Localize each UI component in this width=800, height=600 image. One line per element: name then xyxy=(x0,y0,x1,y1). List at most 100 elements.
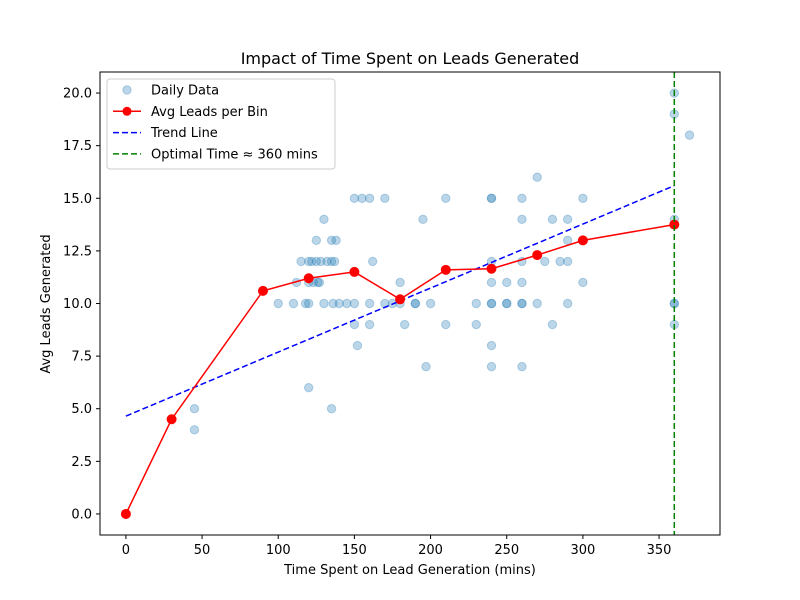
scatter-point xyxy=(562,256,573,267)
scatter-point xyxy=(471,298,481,309)
legend-swatch-scatter xyxy=(122,85,132,95)
avg-leads-marker xyxy=(440,264,451,275)
scatter-point xyxy=(380,193,390,203)
scatter-point xyxy=(329,256,340,267)
scatter-point xyxy=(316,256,326,267)
scatter-point xyxy=(441,319,451,330)
plot-area xyxy=(120,72,695,535)
scatter-point xyxy=(300,298,311,309)
scatter-point xyxy=(486,298,497,309)
scatter-point xyxy=(303,298,314,309)
scatter-point xyxy=(357,193,367,203)
scatter-point xyxy=(517,298,527,309)
legend-entry: Optimal Time ≈ 360 mins xyxy=(113,147,318,162)
scatter-point xyxy=(486,361,497,372)
scatter-point xyxy=(303,382,314,393)
legend-swatch-marker xyxy=(122,106,132,116)
scatter-point xyxy=(189,425,200,435)
scatter-point xyxy=(517,214,527,225)
scatter-point xyxy=(486,193,497,203)
y-tick-label: 15.0 xyxy=(63,192,92,207)
scatter-point xyxy=(517,361,527,372)
scatter-point xyxy=(322,256,332,267)
scatter-point xyxy=(349,193,360,203)
scatter-point xyxy=(486,277,497,288)
scatter-point xyxy=(578,193,588,203)
x-axis-label: Time Spent on Lead Generation (mins) xyxy=(283,563,536,578)
avg-leads-marker xyxy=(577,235,588,246)
scatter-point xyxy=(471,319,481,330)
legend-label: Trend Line xyxy=(150,126,218,141)
scatter-point xyxy=(328,298,338,309)
y-tick-label: 12.5 xyxy=(63,244,92,259)
avg-leads-line xyxy=(125,223,675,515)
x-tick-label: 50 xyxy=(194,543,211,558)
scatter-point xyxy=(326,235,337,246)
scatter-point xyxy=(364,193,375,203)
x-tick-label: 150 xyxy=(342,543,367,558)
scatter-point xyxy=(311,235,322,246)
scatter-point xyxy=(303,256,314,267)
scatter-point xyxy=(342,298,352,309)
chart-title: Impact of Time Spent on Leads Generated xyxy=(241,49,580,68)
scatter-point xyxy=(562,214,573,225)
avg-leads-marker xyxy=(532,250,543,261)
avg-leads-marker xyxy=(349,266,360,277)
scatter-point xyxy=(532,298,542,309)
x-tick-label: 200 xyxy=(418,543,443,558)
scatter-point xyxy=(486,340,497,351)
y-tick-label: 17.5 xyxy=(63,139,92,154)
y-tick-label: 20.0 xyxy=(63,87,92,102)
scatter-point xyxy=(555,256,565,267)
scatter-point xyxy=(441,193,451,203)
axes: 0 50 100 150 200 250 300 350 0.0 2.5 5.0 7.5 10.0 12.… xyxy=(63,71,721,558)
scatter-point xyxy=(502,298,512,309)
legend-label: Avg Leads per Bin xyxy=(151,105,268,120)
legend-label: Daily Data xyxy=(151,84,219,99)
legend-label: Optimal Time ≈ 360 mins xyxy=(151,147,318,162)
scatter-point xyxy=(273,298,283,309)
scatter-point xyxy=(578,277,588,288)
x-tick-label: 100 xyxy=(266,543,291,558)
scatter-point xyxy=(399,319,410,330)
x-tick-label: 300 xyxy=(570,543,595,558)
scatter-point xyxy=(367,256,378,267)
scatter-point xyxy=(314,277,325,288)
scatter-point xyxy=(540,256,550,267)
scatter-point xyxy=(425,298,436,309)
scatter-point xyxy=(395,277,405,288)
avg-leads-marker xyxy=(257,285,268,296)
y-tick-label: 2.5 xyxy=(71,455,92,470)
scatter-point xyxy=(349,298,360,309)
scatter-point xyxy=(334,298,344,309)
legend: Daily Data Avg Leads per Bin Trend Line Opt… xyxy=(106,78,336,170)
scatter-point xyxy=(517,277,527,288)
scatter-point xyxy=(486,193,497,203)
x-tick-label: 350 xyxy=(647,543,672,558)
legend-box xyxy=(106,78,336,170)
scatter-point xyxy=(326,256,337,267)
legend-entry: Daily Data xyxy=(122,84,219,99)
avg-leads-marker xyxy=(120,508,131,519)
scatter-point xyxy=(517,298,527,309)
scatter-point xyxy=(547,319,558,330)
scatter-point xyxy=(562,298,573,309)
scatter-point xyxy=(547,214,558,225)
scatter-point xyxy=(486,298,497,309)
scatter-point xyxy=(288,298,299,309)
x-tick-label: 250 xyxy=(494,543,519,558)
y-axis-label: Avg Leads Generated xyxy=(39,234,54,373)
scatter-point xyxy=(364,298,375,309)
scatter-point xyxy=(410,298,421,309)
scatter-point xyxy=(296,256,306,267)
scatter-point xyxy=(517,193,527,203)
avg-leads-marker xyxy=(166,414,177,425)
avg-leads-marker xyxy=(303,273,314,284)
scatter-point xyxy=(532,172,542,182)
x-tick-label: 0 xyxy=(122,543,130,558)
scatter-point xyxy=(307,256,317,267)
scatter-point xyxy=(326,404,337,414)
plot-clip-group xyxy=(120,72,695,535)
scatter-point xyxy=(418,214,428,225)
